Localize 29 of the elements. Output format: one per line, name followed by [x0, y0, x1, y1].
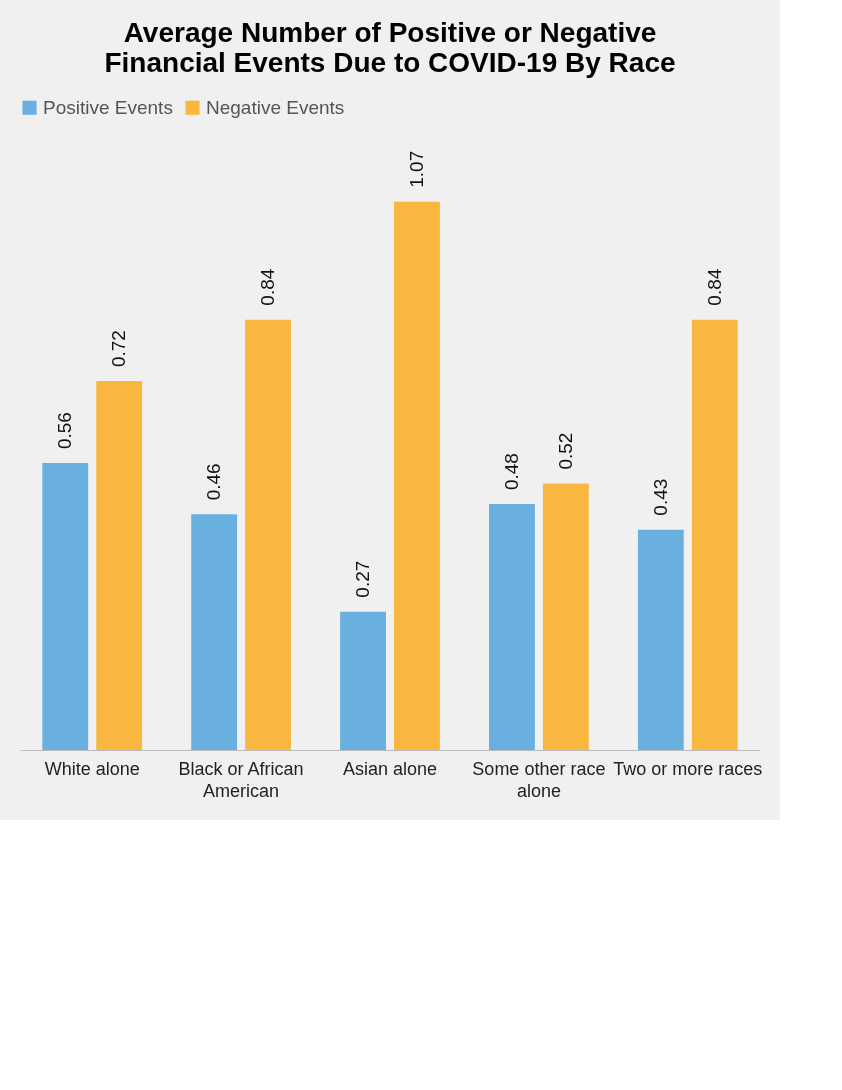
- data-label: 0.56: [54, 412, 76, 450]
- text: Financial Events Due to COVID-19 By Race: [104, 47, 676, 78]
- x-tick-label: White alone: [44, 758, 140, 779]
- data-label: 0.43: [649, 478, 671, 516]
- bar: [191, 514, 238, 750]
- bar: [245, 319, 291, 750]
- data-label: 1.07: [405, 150, 427, 188]
- bar: [691, 319, 738, 750]
- bar: [394, 201, 440, 750]
- bar: [542, 483, 589, 750]
- data-label: 0.72: [108, 330, 130, 368]
- x-tick-label: Two or more races: [613, 758, 763, 779]
- bar: [340, 611, 386, 750]
- x-tick-label: Some other race alone: [472, 758, 606, 801]
- data-label: 0.46: [203, 463, 225, 501]
- bar: [637, 529, 684, 750]
- data-label: 0.84: [703, 268, 725, 306]
- data-label: 0.52: [554, 432, 576, 470]
- legend-label: Negative Events: [206, 96, 345, 118]
- bar: [489, 504, 535, 750]
- bar: [42, 463, 89, 750]
- data-label: 0.27: [352, 560, 374, 598]
- legend-label: Positive Events: [43, 96, 173, 118]
- text: Average Number of Positive or Negative: [123, 17, 657, 48]
- data-label: 0.84: [257, 268, 279, 306]
- x-tick-label: Black or African American: [178, 758, 304, 801]
- data-label: 0.48: [500, 453, 522, 491]
- x-tick-label: Asian alone: [342, 758, 438, 779]
- bar: [96, 381, 143, 750]
